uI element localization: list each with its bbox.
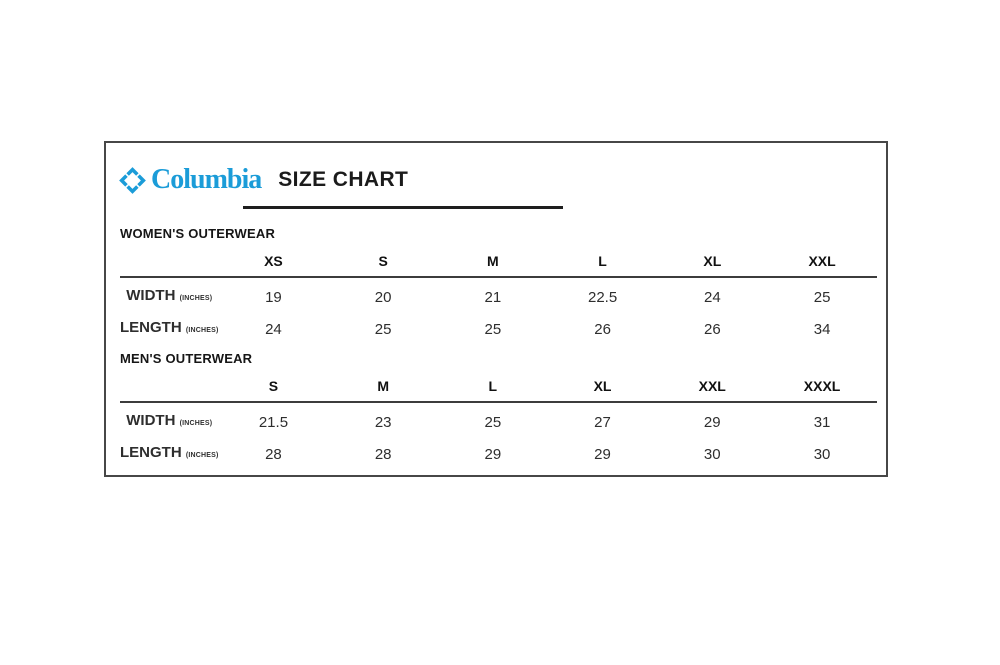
size-value-cell: 25 (374, 320, 392, 338)
size-column-header: XS (218, 249, 329, 278)
section-womens-outerwear: WOMEN'S OUTERWEAR XS S M L XL XXL (120, 226, 877, 342)
size-value-cell: 29 (594, 445, 611, 463)
size-value-cell: 19 (265, 288, 282, 306)
row-label-text: WIDTH (126, 287, 176, 304)
row-label-unit: (INCHES) (185, 327, 219, 334)
womens-length-row: LENGTH (INCHES) 24 25 25 26 26 34 (120, 310, 877, 342)
size-column-header: XL (657, 249, 768, 278)
size-column-header: S (328, 249, 438, 278)
row-label-text: WIDTH (126, 412, 176, 429)
size-value-cell: 29 (703, 413, 721, 431)
womens-header-row: XS S M L XL XXL (120, 249, 877, 278)
empty-header-cell (120, 374, 219, 403)
row-label: LENGTH (INCHES) (120, 435, 219, 467)
row-label-text: LENGTH (120, 319, 182, 336)
row-label-unit: (INCHES) (179, 420, 213, 427)
row-label-text: LENGTH (120, 444, 182, 461)
size-value-cell: 22.5 (587, 288, 618, 306)
size-value-cell: 28 (374, 445, 392, 463)
size-column-header: M (437, 249, 548, 278)
mens-header-row: S M L XL XXL XXXL (120, 374, 877, 403)
size-value-cell: 23 (374, 413, 392, 431)
size-value-cell: 26 (594, 320, 611, 338)
size-value-cell: 34 (813, 320, 831, 338)
size-value-cell: 25 (484, 320, 502, 338)
size-value-cell: 31 (813, 413, 831, 431)
row-label: LENGTH (INCHES) (120, 310, 219, 342)
brand-header: Columbia SIZE CHART (119, 165, 408, 195)
size-value-cell: 29 (484, 445, 502, 463)
size-value-cell: 21 (484, 288, 502, 306)
size-value-cell: 25 (484, 413, 502, 431)
size-column-header: S (218, 374, 329, 403)
size-value-cell: 30 (703, 445, 721, 463)
row-label: WIDTH (INCHES) (120, 402, 219, 435)
womens-section-heading: WOMEN'S OUTERWEAR (120, 226, 276, 241)
size-value-cell: 25 (813, 288, 831, 306)
title-underline-divider (243, 206, 563, 209)
size-value-cell: 20 (374, 288, 392, 306)
size-chart-panel: Columbia SIZE CHART WOMEN'S OUTERWEAR XS… (104, 141, 888, 477)
columbia-diamond-logo-icon (119, 166, 146, 194)
brand-wordmark: Columbia (151, 164, 262, 195)
mens-section-heading: MEN'S OUTERWEAR (120, 351, 253, 366)
size-value-cell: 27 (594, 413, 611, 431)
size-value-cell: 28 (265, 445, 282, 463)
size-column-header: L (547, 249, 658, 278)
size-column-header: XXL (767, 249, 877, 278)
mens-size-table: S M L XL XXL XXXL WIDTH (INCHES) 2 (120, 374, 877, 467)
size-value-cell: 30 (813, 445, 831, 463)
row-label: WIDTH (INCHES) (120, 277, 219, 310)
size-column-header: L (438, 374, 548, 403)
page-title: SIZE CHART (278, 168, 409, 191)
section-mens-outerwear: MEN'S OUTERWEAR S M L XL XXL XXXL (120, 351, 877, 467)
size-value-cell: 21.5 (258, 413, 289, 431)
womens-width-row: WIDTH (INCHES) 19 20 21 22.5 24 25 (120, 277, 877, 310)
size-column-header: XL (547, 374, 658, 403)
empty-header-cell (120, 249, 219, 278)
womens-size-table: XS S M L XL XXL WIDTH (INCHES) 19 (120, 249, 877, 342)
size-value-cell: 24 (265, 320, 282, 338)
size-column-header: XXXL (767, 374, 877, 403)
row-label-unit: (INCHES) (185, 452, 219, 459)
size-column-header: XXL (657, 374, 768, 403)
row-label-unit: (INCHES) (179, 295, 213, 302)
mens-width-row: WIDTH (INCHES) 21.5 23 25 27 29 31 (120, 402, 877, 435)
size-value-cell: 24 (703, 288, 721, 306)
size-column-header: M (328, 374, 438, 403)
mens-length-row: LENGTH (INCHES) 28 28 29 29 30 30 (120, 435, 877, 467)
size-value-cell: 26 (703, 320, 721, 338)
